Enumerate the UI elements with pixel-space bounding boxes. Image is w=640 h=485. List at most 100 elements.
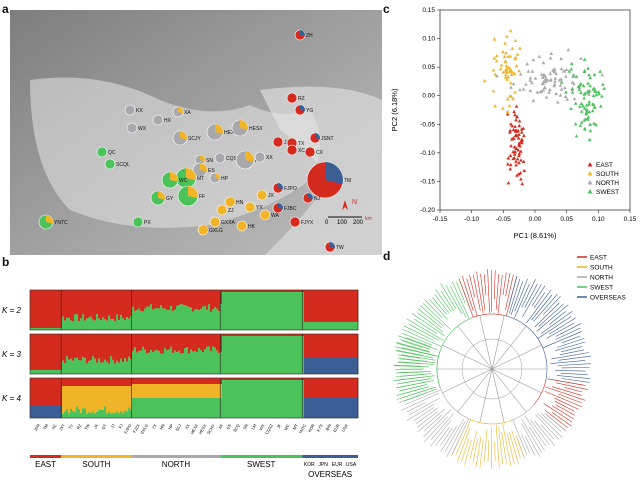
structure-bar	[156, 308, 159, 330]
structure-bar	[276, 290, 279, 292]
scatter-point	[544, 76, 548, 80]
structure-bar	[214, 398, 217, 418]
structure-bar	[88, 378, 91, 386]
map-pie-slice	[330, 241, 336, 249]
map-label: WC	[179, 178, 188, 184]
map-label: HESX	[249, 126, 263, 132]
structure-bar	[170, 290, 173, 307]
map-label: FJYX	[301, 220, 314, 226]
tree-leaf-branch	[524, 283, 538, 308]
structure-bar	[256, 334, 259, 336]
scatter-point	[521, 159, 526, 163]
structure-bar	[326, 322, 329, 330]
scatter-point	[510, 46, 515, 50]
structure-bar	[104, 334, 107, 360]
structure-bar	[308, 398, 311, 418]
structure-bar	[68, 413, 71, 418]
structure-bar	[134, 290, 137, 311]
map-label: CX	[316, 150, 324, 156]
structure-bar	[240, 380, 243, 418]
structure-bar	[338, 334, 341, 358]
structure-bar	[350, 334, 353, 358]
structure-bar	[104, 386, 107, 407]
y-tick-label: 0.05	[422, 64, 435, 71]
tree-leaf-branch	[557, 393, 582, 404]
structure-bar	[340, 334, 343, 358]
structure-bar	[178, 398, 181, 418]
structure-bar	[140, 350, 143, 374]
structure-bar	[78, 378, 81, 386]
structure-bar	[298, 292, 301, 330]
structure-bar	[278, 290, 281, 292]
structure-bar	[76, 386, 79, 407]
structure-bar	[50, 290, 53, 328]
structure-bar	[48, 370, 51, 374]
structure-bar	[158, 398, 161, 418]
scatter-point	[509, 29, 513, 33]
structure-bar	[234, 380, 237, 418]
structure-bar	[68, 386, 71, 414]
structure-bar	[114, 363, 117, 374]
structure-bar	[238, 336, 241, 374]
tree-leaf-branch	[516, 436, 525, 457]
scatter-point	[513, 124, 517, 128]
structure-bar	[98, 378, 101, 386]
tree-leaf-branch	[506, 432, 515, 465]
structure-bar	[274, 292, 277, 330]
tree-internal-branch	[491, 315, 505, 370]
structure-bar	[350, 290, 353, 322]
scatter-point	[515, 115, 519, 119]
structure-bar	[52, 406, 55, 418]
structure-bar	[332, 322, 335, 330]
scatter-point	[504, 67, 509, 71]
structure-bar	[292, 378, 295, 380]
structure-bar	[190, 334, 193, 350]
structure-bar	[250, 334, 253, 336]
structure-bar	[118, 413, 121, 418]
map-pie	[254, 151, 266, 163]
structure-bar	[72, 386, 75, 412]
scatter-point	[579, 109, 584, 113]
structure-bar	[304, 290, 307, 322]
structure-bar	[356, 398, 359, 418]
map-site-qc: QC	[96, 146, 116, 158]
structure-bar	[184, 334, 187, 349]
x-tick-label: 0.00	[529, 216, 542, 223]
structure-bar	[92, 411, 95, 418]
tree-leaf-branch	[540, 424, 555, 440]
population-label: SCHV	[206, 423, 216, 435]
structure-bar	[234, 290, 237, 292]
structure-bar	[260, 290, 263, 292]
structure-bar	[234, 292, 237, 330]
population-label: FJ	[118, 423, 125, 429]
structure-bar	[166, 309, 169, 330]
structure-bar	[128, 356, 131, 374]
structure-bar	[108, 363, 111, 374]
structure-bar	[210, 398, 213, 418]
population-label: RZ	[75, 423, 82, 431]
structure-bar	[124, 358, 127, 374]
tree-leaf-branch	[423, 416, 448, 443]
structure-bar	[136, 384, 139, 398]
structure-bar	[78, 290, 81, 322]
structure-bar	[306, 398, 309, 418]
tree-leaf-branch	[555, 341, 586, 351]
scatter-point	[545, 78, 550, 82]
structure-bar	[326, 358, 329, 374]
structure-bar	[292, 292, 295, 330]
structure-bar	[330, 378, 333, 398]
structure-bar	[202, 398, 205, 418]
tree-leaf-branch	[514, 283, 530, 318]
structure-bar	[30, 290, 33, 328]
structure-bar	[34, 334, 37, 370]
structure-bar	[170, 384, 173, 398]
tree-leaf-branch	[546, 322, 575, 339]
structure-bar	[240, 334, 243, 336]
structure-bar	[32, 334, 35, 370]
structure-bar	[316, 378, 319, 398]
structure-bar	[210, 384, 213, 398]
scatter-point	[505, 70, 510, 74]
structure-bar	[286, 380, 289, 418]
scatter-point	[587, 92, 591, 96]
map-pie-slice	[215, 124, 224, 134]
